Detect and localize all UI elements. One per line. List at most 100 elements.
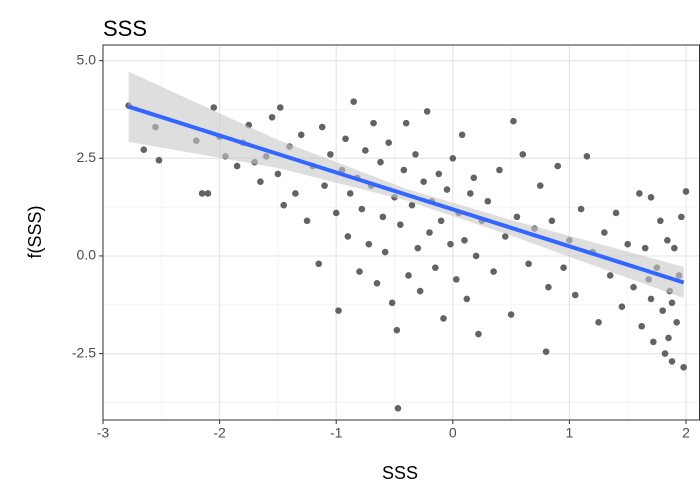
- point: [458, 131, 466, 139]
- point: [475, 330, 482, 338]
- point: [606, 272, 614, 279]
- point: [400, 166, 408, 174]
- point: [274, 170, 282, 178]
- point: [350, 98, 357, 105]
- point: [321, 182, 328, 189]
- point: [388, 299, 396, 307]
- point: [554, 162, 562, 170]
- point: [257, 178, 264, 186]
- point: [370, 119, 377, 127]
- point: [665, 334, 672, 342]
- point: [385, 139, 392, 146]
- y-tick-label: 0.0: [77, 247, 97, 263]
- point: [447, 240, 454, 248]
- point: [292, 190, 299, 197]
- point: [402, 119, 410, 127]
- point: [545, 283, 552, 291]
- point: [577, 205, 585, 213]
- point: [198, 190, 206, 197]
- point: [432, 264, 439, 271]
- point: [525, 260, 532, 268]
- point: [335, 307, 342, 314]
- point: [618, 303, 626, 311]
- point: [548, 217, 556, 225]
- point: [358, 205, 366, 213]
- point: [641, 244, 649, 252]
- point: [583, 153, 591, 160]
- point: [362, 147, 369, 154]
- point: [513, 213, 521, 221]
- point: [344, 233, 352, 240]
- point: [233, 162, 241, 170]
- point: [510, 117, 517, 125]
- point: [466, 190, 474, 197]
- point: [423, 108, 431, 115]
- point: [661, 350, 669, 357]
- point: [484, 197, 492, 205]
- point: [453, 276, 460, 283]
- point: [280, 201, 288, 209]
- y-tick-label: 2.5: [77, 149, 97, 165]
- point: [342, 135, 349, 143]
- point: [268, 113, 276, 121]
- point: [332, 209, 340, 217]
- point: [507, 311, 515, 318]
- point: [673, 319, 680, 326]
- point: [472, 252, 480, 260]
- point: [630, 283, 637, 291]
- fit-line: [128, 104, 685, 285]
- x-axis-label: SSS: [382, 463, 418, 483]
- point: [397, 221, 404, 228]
- point: [664, 237, 671, 244]
- point: [461, 237, 468, 244]
- point: [560, 264, 567, 271]
- point: [680, 363, 687, 371]
- point: [377, 158, 384, 166]
- point: [204, 190, 212, 197]
- point: [647, 295, 655, 303]
- point: [678, 213, 685, 221]
- point: [501, 233, 509, 240]
- point: [668, 358, 676, 365]
- x-tick-label: -2: [213, 425, 226, 441]
- point: [405, 272, 412, 279]
- x-tick-label: 2: [682, 425, 690, 441]
- x-tick-label: 1: [566, 425, 574, 441]
- point: [381, 248, 389, 256]
- point: [408, 201, 416, 209]
- point: [601, 229, 608, 236]
- point: [519, 151, 527, 158]
- point: [650, 338, 657, 346]
- point: [379, 213, 387, 221]
- point: [682, 188, 690, 195]
- point: [373, 279, 381, 287]
- x-tick-label: -1: [330, 425, 343, 441]
- point: [443, 186, 451, 193]
- point: [536, 182, 544, 189]
- point: [327, 151, 334, 158]
- point: [416, 287, 424, 295]
- point: [276, 104, 284, 111]
- point: [636, 190, 643, 197]
- point: [463, 295, 471, 303]
- point: [140, 146, 148, 153]
- point: [668, 299, 676, 307]
- point: [435, 170, 443, 178]
- point: [671, 244, 678, 252]
- point: [318, 123, 326, 131]
- point: [612, 209, 620, 217]
- point: [595, 319, 602, 326]
- point: [420, 178, 427, 186]
- point: [155, 156, 163, 164]
- point: [449, 154, 457, 162]
- point: [414, 244, 422, 252]
- point: [426, 229, 433, 236]
- point: [297, 131, 305, 139]
- confidence-band: [128, 71, 684, 299]
- point: [647, 194, 655, 201]
- y-tick-label: -2.5: [72, 344, 96, 360]
- point: [542, 348, 550, 355]
- x-tick-label: -3: [97, 425, 110, 441]
- point: [657, 217, 664, 225]
- point: [303, 217, 311, 225]
